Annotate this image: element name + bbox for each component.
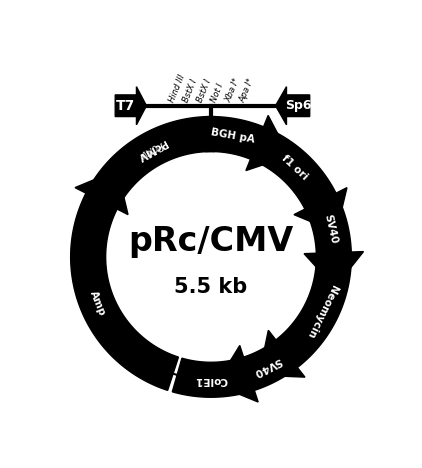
Text: Hind III: Hind III	[167, 73, 187, 104]
Text: T7: T7	[116, 99, 135, 113]
Text: BstX I: BstX I	[195, 78, 213, 104]
Polygon shape	[259, 330, 305, 377]
Polygon shape	[172, 358, 250, 397]
Text: BGH pA: BGH pA	[210, 127, 255, 145]
Text: PcMV: PcMV	[135, 137, 168, 161]
Polygon shape	[254, 129, 336, 209]
Text: Apa I*: Apa I*	[238, 77, 256, 104]
Polygon shape	[70, 193, 179, 390]
Polygon shape	[243, 342, 293, 390]
Text: Neomycin: Neomycin	[304, 283, 338, 339]
Polygon shape	[276, 87, 310, 125]
Polygon shape	[294, 188, 347, 232]
Polygon shape	[115, 87, 146, 125]
Text: pRc/CMV: pRc/CMV	[128, 225, 294, 257]
Polygon shape	[304, 252, 363, 287]
Polygon shape	[216, 345, 258, 402]
Text: Not I: Not I	[210, 82, 225, 104]
Polygon shape	[89, 117, 216, 204]
Polygon shape	[246, 116, 289, 170]
Text: 5.5 kb: 5.5 kb	[174, 277, 248, 297]
Text: SV40: SV40	[322, 213, 339, 245]
Polygon shape	[75, 170, 128, 215]
Text: SV40: SV40	[251, 355, 282, 378]
Text: $P_{CMV}$: $P_{CMV}$	[136, 137, 166, 162]
Text: Amp: Amp	[87, 289, 107, 317]
Polygon shape	[306, 197, 351, 253]
Text: Xba I*: Xba I*	[224, 77, 242, 104]
Polygon shape	[276, 257, 352, 367]
Text: f1 ori: f1 ori	[280, 153, 310, 182]
Text: ColE1: ColE1	[195, 375, 227, 385]
Polygon shape	[204, 117, 264, 159]
Text: Sp6: Sp6	[285, 99, 311, 112]
Text: BstX I: BstX I	[181, 78, 199, 104]
